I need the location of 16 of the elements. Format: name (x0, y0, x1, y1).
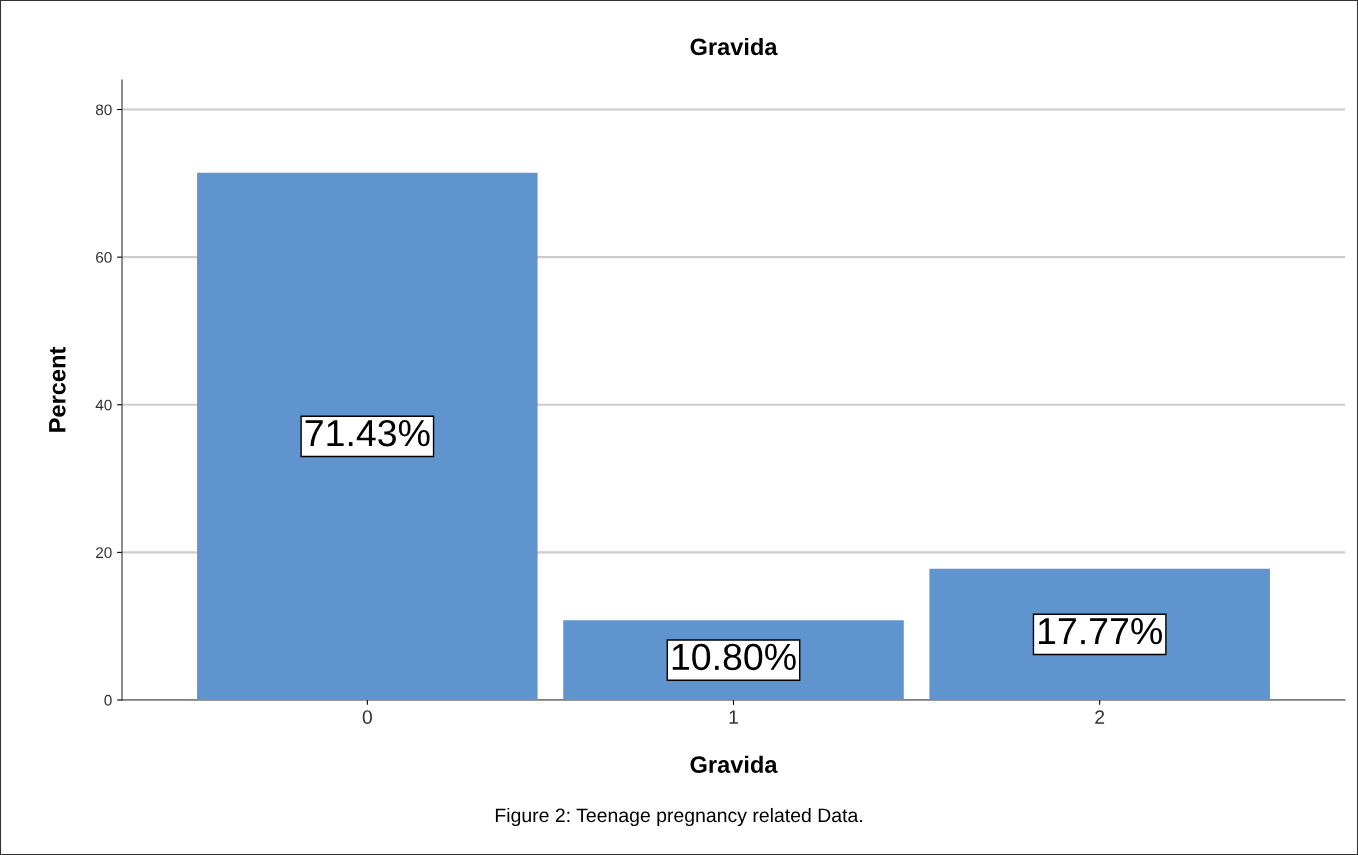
data-label: 17.77% (1038, 618, 1162, 645)
chart-title: Gravida (690, 37, 778, 56)
x-axis-title: Gravida (690, 755, 778, 773)
x-tick-label: 0 (362, 710, 372, 724)
y-axis-title: Percent (49, 346, 66, 432)
y-tick-label: 60 (96, 252, 112, 263)
x-tick-label: 2 (1095, 710, 1105, 724)
y-tick-label: 80 (95, 104, 112, 116)
data-label: 71.43% (305, 419, 430, 447)
x-tick-label: 1 (729, 710, 738, 724)
y-tick-label: 0 (104, 694, 112, 706)
y-tick-label: 20 (96, 547, 112, 559)
data-label: 10.80% (672, 643, 796, 671)
y-tick-label: 40 (95, 399, 112, 411)
bar (197, 172, 538, 700)
caption: Figure 2: Teenage pregnancy related Data. (495, 807, 862, 827)
